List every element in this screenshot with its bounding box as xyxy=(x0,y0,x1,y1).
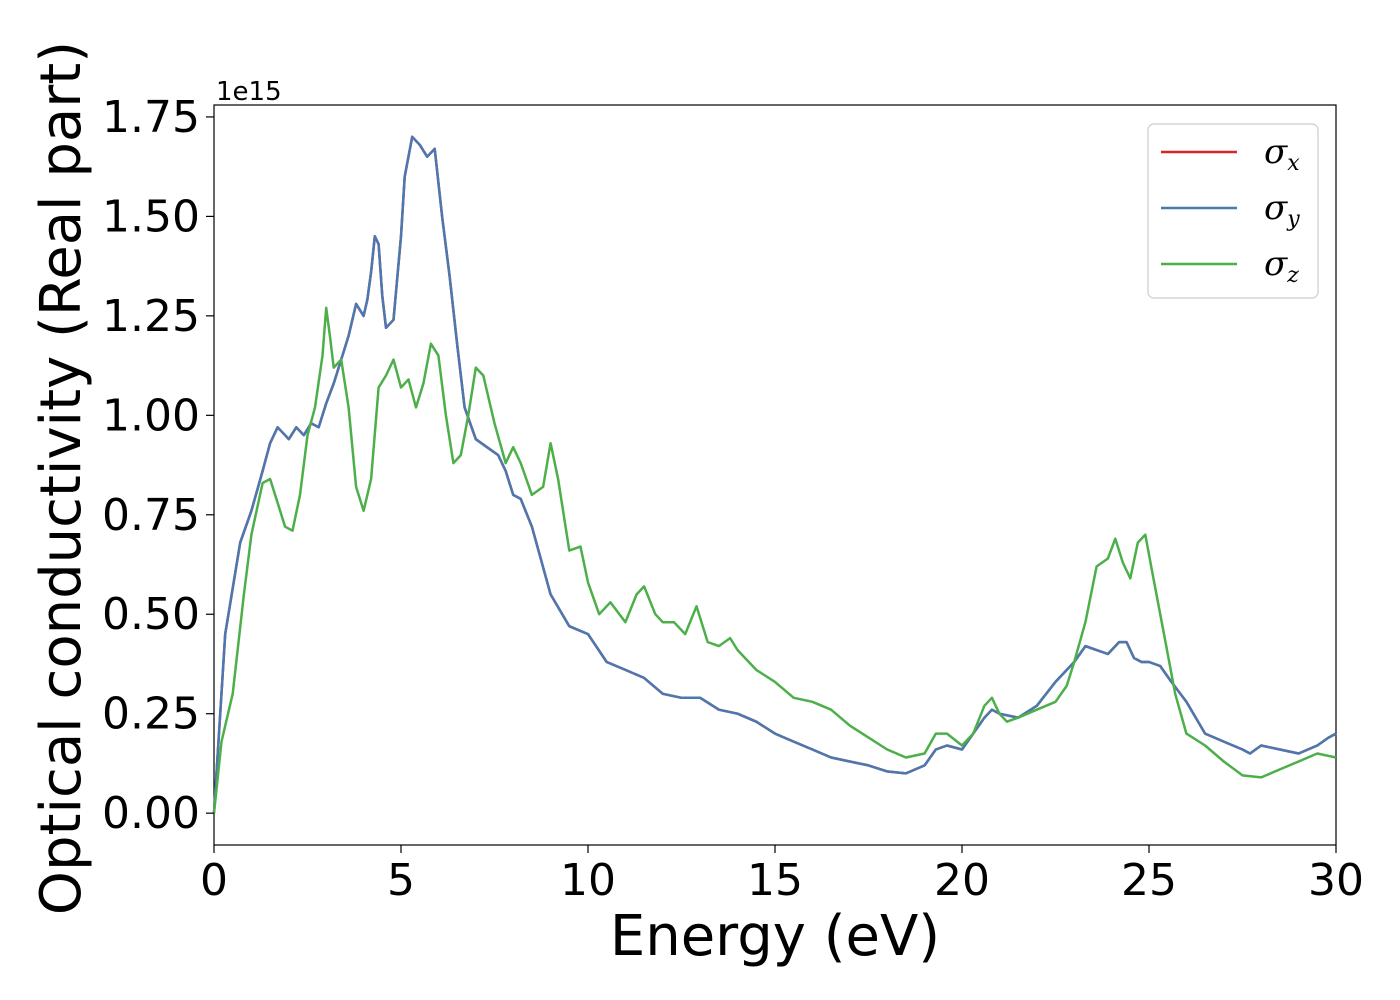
series-line-y xyxy=(212,135,1337,814)
y-tick-label: 0.00 xyxy=(102,788,200,839)
y-axis-title: Optical conductivity (Real part) xyxy=(29,41,94,915)
y-tick-label: 1.75 xyxy=(102,92,200,143)
x-axis-title: Energy (eV) xyxy=(610,904,940,969)
x-axis: 0 5 10 15 20 25 30 xyxy=(200,845,1364,906)
x-tick-label: 10 xyxy=(560,855,616,906)
x-tick-label: 30 xyxy=(1308,855,1364,906)
series-line-z xyxy=(212,306,1337,814)
y-tick-label: 1.25 xyxy=(102,291,200,342)
x-tick-label: 0 xyxy=(200,855,228,906)
series-lines xyxy=(212,135,1337,814)
y-offset-label: 1e15 xyxy=(216,77,282,107)
y-tick-label: 1.00 xyxy=(102,390,200,441)
x-tick-label: 20 xyxy=(934,855,990,906)
x-tick-label: 15 xyxy=(747,855,803,906)
y-tick-label: 1.50 xyxy=(102,191,200,242)
x-tick-label: 25 xyxy=(1121,855,1177,906)
x-tick-label: 5 xyxy=(387,855,415,906)
y-tick-label: 0.50 xyxy=(102,589,200,640)
y-tick-label: 0.25 xyxy=(102,689,200,740)
y-axis: 0.00 0.25 0.50 0.75 1.00 1.25 1.50 1.75 xyxy=(102,92,214,839)
legend-box xyxy=(1147,123,1319,299)
y-tick-label: 0.75 xyxy=(102,490,200,541)
